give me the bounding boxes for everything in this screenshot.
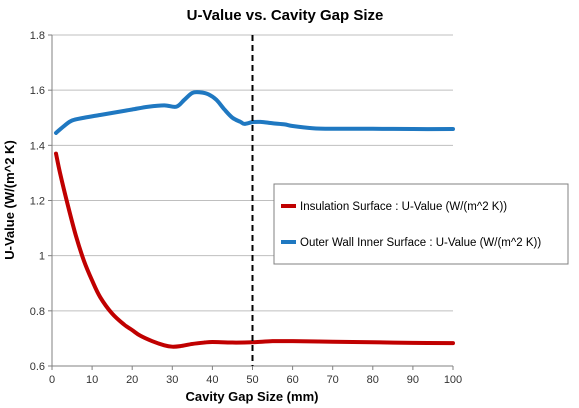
series-line-insulation [54,151,455,349]
x-tick-label: 0 [49,374,55,386]
legend: Insulation Surface : U-Value (W/(m^2 K))… [273,183,569,265]
y-tick-label: 1.6 [30,85,45,97]
x-tick-labels: 0 10 20 30 40 50 60 70 80 90 100 [49,374,462,386]
x-tick-label: 10 [86,374,98,386]
x-tick-label: 20 [126,374,138,386]
chart-title: U-Value vs. Cavity Gap Size [187,7,384,24]
y-axis-label: U-Value (W/(m^2 K) [2,140,17,260]
x-tick-label: 80 [367,374,379,386]
series-lines [54,90,455,349]
x-tick-label: 40 [206,374,218,386]
y-tick-label: 0.8 [30,306,45,318]
x-tick-label: 30 [166,374,178,386]
y-tick-labels: 0.6 0.8 1 1.2 1.4 1.6 1.8 [30,30,45,373]
x-tick-label: 50 [246,374,258,386]
y-tick-label: 1.4 [30,140,45,152]
y-tick-label: 1.8 [30,30,45,42]
y-tick-label: 1.2 [30,196,45,208]
y-tick-label: 1 [39,251,45,263]
legend-entry-insulation: Insulation Surface : U-Value (W/(m^2 K)) [300,201,507,213]
x-tick-label: 60 [286,374,298,386]
x-axis-label: Cavity Gap Size (mm) [186,389,319,404]
y-tick-label: 0.6 [30,361,45,373]
x-tick-label: 100 [444,374,462,386]
x-tick-label: 70 [327,374,339,386]
series-line-outer-wall [54,90,455,135]
x-tick-label: 90 [407,374,419,386]
legend-entry-outer-wall: Outer Wall Inner Surface : U-Value (W/(m… [300,237,541,249]
legend-box [273,183,569,265]
